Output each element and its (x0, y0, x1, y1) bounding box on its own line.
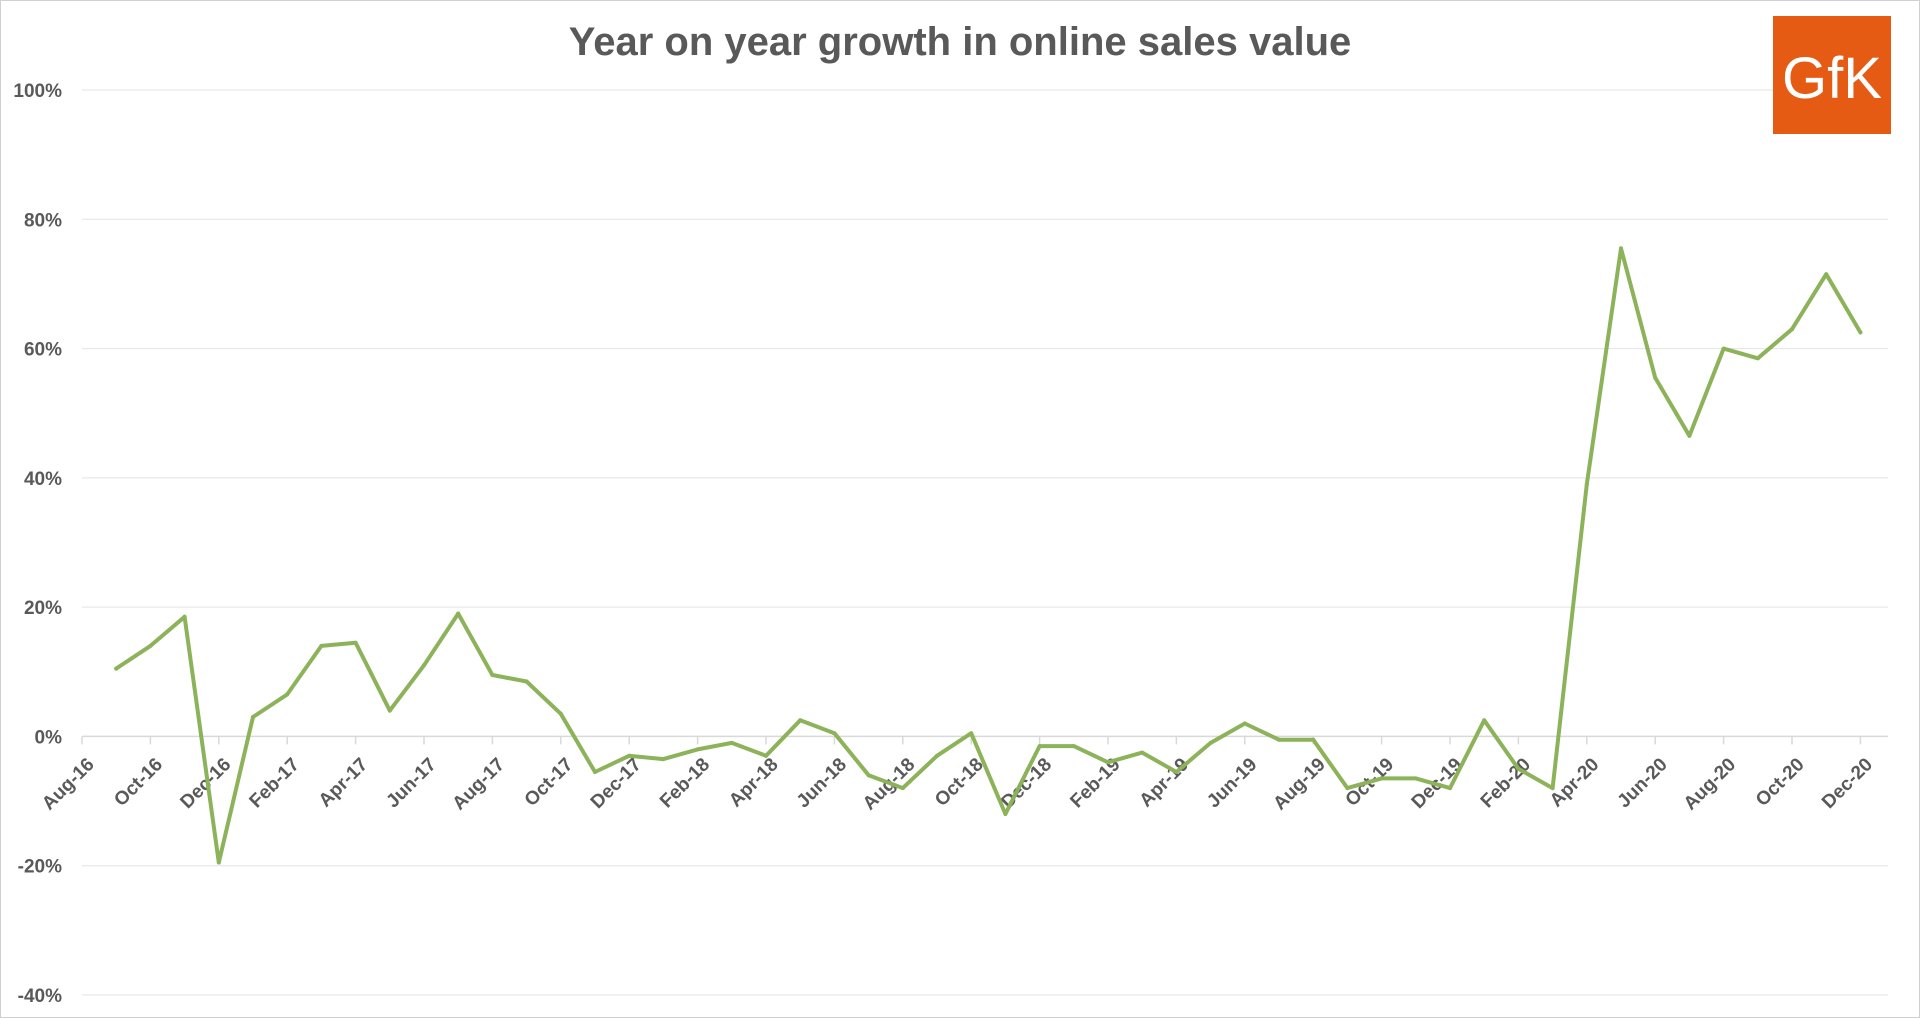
data-point (1413, 776, 1418, 781)
x-tick-label: Aug-16 (38, 754, 98, 814)
data-point (1277, 737, 1281, 742)
x-axis-ticks: Aug-16 Oct-16 Dec-16 Feb-17 Apr-17 Jun-17 Aug-… (38, 736, 1877, 815)
data-point (1140, 750, 1145, 755)
data-point (387, 708, 392, 713)
data-point (729, 740, 734, 745)
data-point (148, 643, 153, 648)
x-tick-label: Dec-18 (997, 754, 1056, 813)
x-tick-label: Feb-20 (1477, 754, 1535, 812)
data-point (114, 666, 119, 671)
chart-title: Year on year growth in online sales valu… (569, 20, 1352, 64)
data-point (627, 753, 632, 758)
data-point (319, 643, 324, 648)
x-tick-label: Oct-17 (521, 754, 578, 811)
y-tick-label: 60% (24, 340, 62, 361)
data-point (456, 611, 461, 616)
x-tick-label: Feb-17 (246, 754, 304, 812)
data-point (1037, 744, 1042, 749)
data-point (1755, 356, 1760, 361)
data-point (1721, 346, 1726, 351)
y-axis-ticks: 100% 80% 60% 40% 20% 0% -20% -40% (13, 81, 62, 1007)
x-tick-label: Jun-17 (382, 754, 440, 812)
data-point (935, 753, 939, 758)
data-point (1208, 740, 1213, 745)
logo-text: GfK (1782, 46, 1882, 111)
data-point (1619, 246, 1623, 251)
data-point (1824, 272, 1829, 277)
data-point (558, 711, 563, 716)
x-tick-label: Apr-17 (315, 754, 372, 811)
data-point (1106, 760, 1110, 765)
y-tick-label: 40% (24, 469, 62, 490)
gfk-logo: GfK (1773, 16, 1891, 134)
data-point (1584, 482, 1589, 487)
data-point (798, 718, 803, 723)
y-tick-label: 0% (35, 727, 63, 748)
data-point (661, 757, 666, 762)
data-point (1448, 786, 1452, 791)
data-point (1311, 737, 1316, 742)
x-tick-label: Oct-18 (931, 754, 988, 811)
data-point (1003, 812, 1008, 816)
x-tick-label: Jun-19 (1203, 754, 1261, 812)
data-point (353, 640, 358, 645)
data-point (1345, 786, 1350, 791)
data-point (1174, 770, 1179, 774)
y-tick-label: 20% (24, 598, 62, 619)
data-point (1687, 433, 1692, 438)
data-point (695, 747, 700, 752)
data-point (900, 786, 905, 791)
series-layer (114, 246, 1863, 865)
data-point (1379, 776, 1384, 781)
data-point (251, 715, 255, 719)
x-tick-label: Aug-19 (1269, 754, 1329, 814)
data-point (969, 731, 974, 736)
data-point (1516, 766, 1521, 771)
y-tick-label: 80% (24, 210, 62, 231)
data-point (1071, 744, 1076, 749)
data-point (832, 731, 837, 736)
data-point (182, 614, 187, 619)
data-point (285, 692, 290, 697)
data-point (1653, 375, 1658, 380)
data-point (1550, 786, 1555, 791)
x-tick-label: Oct-16 (110, 754, 167, 811)
x-tick-label: Apr-18 (725, 754, 782, 811)
x-tick-label: Jun-18 (793, 754, 851, 812)
data-point (764, 753, 768, 758)
data-point (1482, 718, 1487, 723)
x-tick-label: Aug-17 (449, 754, 509, 814)
y-tick-label: -40% (18, 986, 62, 1007)
data-point (593, 770, 597, 774)
data-point (524, 679, 529, 684)
data-point (490, 673, 495, 677)
x-tick-label: Dec-20 (1818, 754, 1877, 813)
data-point (216, 860, 221, 865)
y-tick-label: 100% (13, 81, 62, 102)
data-point (1858, 330, 1863, 335)
x-tick-label: Feb-19 (1066, 754, 1124, 812)
series-line (114, 246, 1863, 865)
x-tick-label: Aug-20 (1680, 754, 1740, 814)
y-tick-label: -20% (18, 857, 62, 878)
data-point (866, 773, 871, 778)
data-point (1242, 721, 1247, 726)
x-tick-label: Oct-20 (1752, 754, 1809, 811)
logo-background (1773, 16, 1891, 134)
data-point (1790, 327, 1794, 332)
gridlines (82, 89, 1888, 996)
x-tick-label: Feb-18 (656, 754, 714, 812)
x-tick-label: Jun-20 (1614, 754, 1672, 812)
data-point (422, 663, 426, 668)
